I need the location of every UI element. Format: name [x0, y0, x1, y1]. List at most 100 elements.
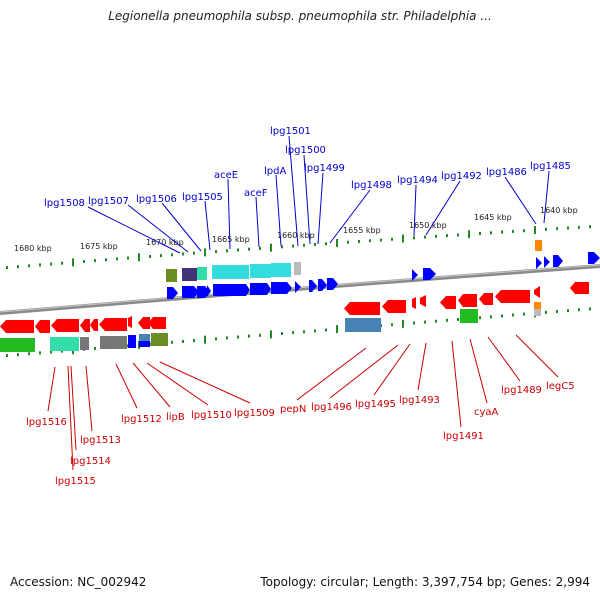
- gene-label-lpg1507[interactable]: lpg1507: [88, 196, 129, 207]
- reverse-gene-arrow[interactable]: [35, 320, 50, 333]
- forward-gene-arrow[interactable]: [544, 256, 550, 268]
- cog-feature[interactable]: [100, 336, 127, 349]
- gene-label-lpg1506[interactable]: lpg1506: [136, 194, 177, 205]
- cog-feature[interactable]: [139, 341, 150, 347]
- gene-label-lpg1505[interactable]: lpg1505: [182, 192, 223, 203]
- cog-feature[interactable]: [151, 333, 168, 346]
- gene-label-lpg1493[interactable]: lpg1493: [399, 395, 440, 406]
- forward-gene-arrow[interactable]: [197, 286, 210, 298]
- cog-feature[interactable]: [212, 265, 249, 279]
- gene-label-lipB[interactable]: lipB: [166, 412, 185, 423]
- reverse-gene-arrow[interactable]: [458, 294, 477, 307]
- reverse-gene-arrow[interactable]: [344, 302, 380, 315]
- cog-feature[interactable]: [534, 309, 541, 316]
- gene-label-lpg1498[interactable]: lpg1498: [351, 180, 392, 191]
- reverse-gene-arrow[interactable]: [51, 319, 79, 332]
- tick-mark: [512, 229, 514, 233]
- tick-mark: [259, 333, 261, 337]
- forward-gene-arrow[interactable]: [167, 287, 178, 299]
- cog-feature[interactable]: [271, 263, 291, 277]
- cog-feature[interactable]: [139, 334, 150, 341]
- gene-label-lpg1515[interactable]: lpg1515: [55, 476, 96, 487]
- reverse-gene-arrow[interactable]: [570, 282, 589, 294]
- cog-feature[interactable]: [166, 269, 177, 282]
- gene-label-aceE[interactable]: aceE: [214, 170, 238, 181]
- gene-label-cyaA[interactable]: cyaA: [474, 407, 499, 418]
- gene-label-lpg1516[interactable]: lpg1516: [26, 417, 67, 428]
- forward-gene-arrow[interactable]: [327, 278, 338, 290]
- reverse-gene-arrow[interactable]: [80, 319, 90, 332]
- forward-gene-arrow[interactable]: [553, 255, 563, 267]
- forward-gene-arrow[interactable]: [423, 268, 436, 280]
- gene-label-lpg1492[interactable]: lpg1492: [441, 171, 482, 182]
- tick-mark: [259, 246, 261, 250]
- gene-label-lpg1495[interactable]: lpg1495: [355, 399, 396, 410]
- gene-label-lpg1513[interactable]: lpg1513: [80, 435, 121, 446]
- cog-feature[interactable]: [197, 267, 207, 280]
- forward-gene-arrow[interactable]: [207, 285, 211, 297]
- reverse-gene-arrow[interactable]: [382, 300, 406, 313]
- forward-gene-arrow[interactable]: [318, 279, 327, 291]
- accession-text: Accession: NC_002942: [10, 575, 147, 589]
- gene-label-lpg1486[interactable]: lpg1486: [486, 167, 527, 178]
- tick-mark: [424, 320, 426, 324]
- reverse-gene-arrow[interactable]: [495, 290, 530, 303]
- reverse-gene-arrow[interactable]: [99, 318, 127, 331]
- cog-feature[interactable]: [128, 335, 136, 348]
- reverse-gene-arrow[interactable]: [90, 319, 98, 331]
- gene-label-lpg1500[interactable]: lpg1500: [285, 145, 326, 156]
- cog-feature[interactable]: [250, 264, 271, 278]
- gene-label-lpdA[interactable]: lpdA: [264, 166, 286, 177]
- gene-label-lpg1514[interactable]: lpg1514: [70, 456, 111, 467]
- reverse-gene-arrow[interactable]: [534, 286, 540, 298]
- tick-mark: [281, 245, 283, 249]
- cog-feature[interactable]: [80, 337, 89, 350]
- gene-label-lpg1501[interactable]: lpg1501: [270, 126, 311, 137]
- forward-gene-arrow[interactable]: [213, 284, 250, 296]
- scale-label: 1680 kbp: [14, 244, 52, 253]
- gene-label-lpg1494[interactable]: lpg1494: [397, 175, 438, 186]
- cog-feature[interactable]: [294, 262, 301, 275]
- gene-label-lpg1509[interactable]: lpg1509: [234, 408, 275, 419]
- tick-mark: [94, 346, 96, 350]
- forward-gene-track: [167, 252, 600, 299]
- cog-feature[interactable]: [460, 309, 478, 323]
- reverse-gene-arrow[interactable]: [128, 316, 132, 328]
- gene-label-lpg1510[interactable]: lpg1510: [191, 410, 232, 421]
- gene-label-pepN[interactable]: pepN: [280, 404, 306, 415]
- reverse-gene-arrow[interactable]: [412, 297, 416, 309]
- reverse-gene-arrow[interactable]: [0, 320, 34, 333]
- cog-feature[interactable]: [345, 318, 381, 332]
- gene-label-lpg1485[interactable]: lpg1485: [530, 161, 571, 172]
- reverse-gene-arrow[interactable]: [479, 293, 493, 305]
- forward-gene-arrow[interactable]: [182, 286, 199, 298]
- forward-gene-arrow[interactable]: [295, 281, 301, 293]
- tick-mark: [446, 234, 448, 238]
- reverse-gene-arrow[interactable]: [148, 317, 166, 329]
- tick-mark: [281, 332, 283, 336]
- gene-label-aceF[interactable]: aceF: [244, 188, 268, 199]
- gene-label-lpg1499[interactable]: lpg1499: [304, 163, 345, 174]
- cog-feature[interactable]: [50, 337, 79, 351]
- cog-feature[interactable]: [0, 338, 35, 352]
- reverse-gene-arrow[interactable]: [440, 296, 456, 309]
- gene-label-lpg1491[interactable]: lpg1491: [443, 431, 484, 442]
- gene-label-legC5[interactable]: legC5: [546, 381, 575, 392]
- gene-label-lpg1496[interactable]: lpg1496: [311, 402, 352, 413]
- gene-label-lpg1512[interactable]: lpg1512: [121, 414, 162, 425]
- forward-gene-arrow[interactable]: [309, 280, 317, 292]
- cog-feature[interactable]: [535, 240, 542, 251]
- forward-gene-arrow[interactable]: [412, 269, 418, 281]
- cog-feature[interactable]: [182, 268, 197, 281]
- reverse-gene-arrow[interactable]: [420, 295, 426, 307]
- reverse-gene-arrow[interactable]: [138, 317, 150, 329]
- forward-gene-arrow[interactable]: [536, 257, 542, 269]
- forward-gene-arrow[interactable]: [250, 283, 271, 295]
- tick-mark: [270, 330, 272, 339]
- forward-gene-arrow[interactable]: [271, 282, 292, 294]
- forward-gene-arrow[interactable]: [588, 252, 600, 264]
- cog-feature[interactable]: [534, 302, 541, 309]
- gene-label-lpg1508[interactable]: lpg1508: [44, 198, 85, 209]
- gene-label-lpg1489[interactable]: lpg1489: [501, 385, 542, 396]
- tick-mark: [358, 239, 360, 243]
